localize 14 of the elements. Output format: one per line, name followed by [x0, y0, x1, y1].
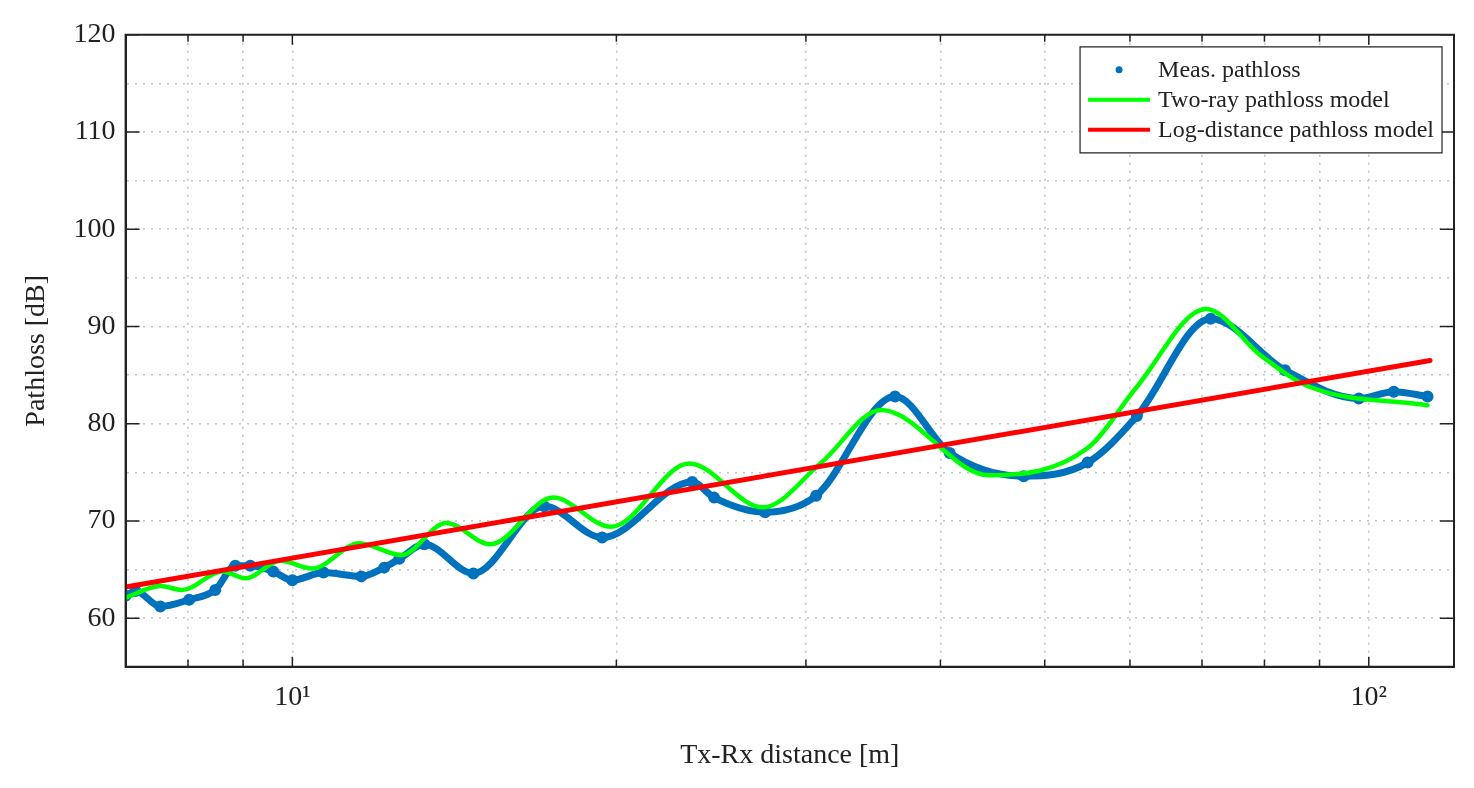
y-tick-label: 110: [74, 114, 116, 146]
x-tick-label: 10²: [1350, 679, 1387, 711]
legend-label: Log-distance pathloss model: [1158, 116, 1435, 143]
x-tick-label: 10¹: [274, 679, 311, 711]
y-tick-label: 100: [73, 211, 116, 243]
y-tick-label: 120: [73, 17, 116, 49]
legend-label: Two-ray pathloss model: [1158, 86, 1390, 113]
y-tick-label: 90: [87, 308, 116, 340]
x-axis-title: Tx-Rx distance [m]: [680, 737, 900, 769]
legend-label: Meas. pathloss: [1158, 56, 1301, 83]
y-axis-title: Pathloss [dB]: [19, 274, 51, 427]
y-tick-label: 60: [87, 600, 116, 632]
y-tick-label: 70: [87, 503, 116, 535]
y-tick-label: 80: [87, 406, 116, 438]
